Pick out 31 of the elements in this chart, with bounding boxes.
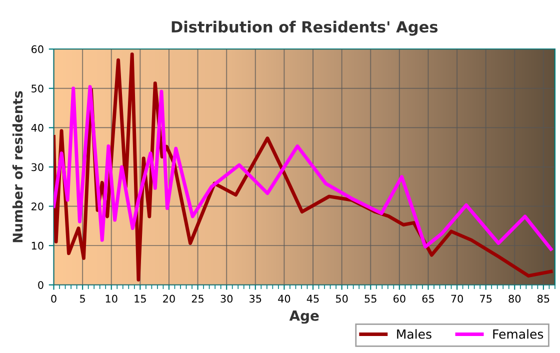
x-axis-title: Age [289,310,319,324]
x-tick-label: 70 [451,294,463,303]
x-tick-label: 10 [106,294,118,303]
legend-label: Males [397,329,432,339]
x-tick-label: 40 [278,294,290,303]
x-tick-label: 15 [134,294,146,303]
x-tick-label: 80 [508,294,521,303]
x-tick-label: 60 [394,294,406,303]
y-tick-label: 0 [38,281,44,289]
x-tick-label: 45 [306,294,319,303]
y-tick-label: 30 [32,163,44,172]
x-tick-label: 85 [538,294,550,303]
y-tick-label: 20 [32,202,44,210]
x-tick-label: 20 [163,294,175,303]
y-tick-label: 50 [32,84,44,92]
x-tick-label: 75 [480,294,492,303]
chart-title: Distribution of Residents' Ages [172,20,438,36]
x-tick-label: 25 [192,294,204,303]
x-tick-label: 30 [220,294,233,303]
x-tick-label: 35 [250,294,262,303]
line-series [54,85,553,251]
x-tick-label: 5 [80,294,85,303]
x-tick-label: 65 [422,294,434,303]
y-tick-label: 60 [32,45,44,54]
x-tick-label: 50 [336,294,348,303]
x-tick-label: 55 [364,294,376,303]
y-tick-label: 40 [31,124,44,132]
x-tick-label: 0 [51,294,56,303]
legend-label: Females [493,329,544,339]
y-tick-label: 10 [32,242,44,250]
y-axis-title: Number of residents [12,91,23,242]
